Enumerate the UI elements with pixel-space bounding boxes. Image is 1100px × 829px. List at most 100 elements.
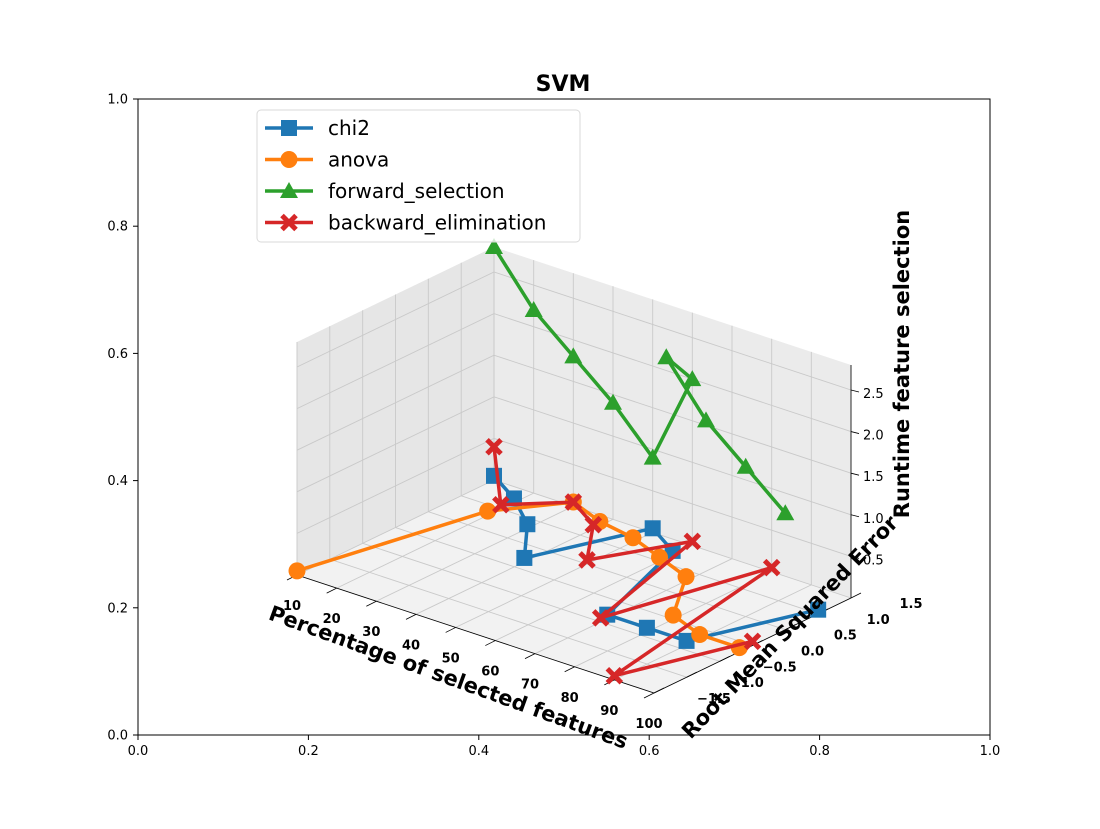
x-tick-label: 60 [481, 665, 499, 680]
outer-x-tick-label: 0.4 [468, 744, 489, 759]
legend-item: chi2 [265, 116, 370, 140]
data-point [479, 502, 497, 520]
data-point [683, 370, 702, 387]
outer-x-tick-label: 1.0 [980, 744, 1001, 759]
y-tick-label: 1.5 [899, 597, 922, 612]
x-tick-label: 30 [362, 625, 380, 640]
series-line [492, 446, 773, 678]
z-tick-label: 2.0 [863, 429, 884, 444]
legend-marker [281, 120, 297, 136]
x-axis-line [296, 574, 655, 694]
z-tick-mark [850, 431, 860, 434]
x-tick-mark [405, 613, 417, 620]
y-gridline [427, 278, 786, 631]
data-point [564, 493, 583, 511]
data-point [736, 457, 755, 474]
z-gridline [296, 396, 852, 516]
z-tick-label: 1.0 [863, 512, 884, 527]
y-tick-label: 0.0 [801, 645, 824, 660]
x-tick-label: 50 [442, 651, 460, 666]
data-point [584, 515, 603, 534]
x-tick-mark [524, 653, 536, 660]
data-point [677, 568, 695, 586]
data-point [624, 529, 642, 547]
outer-axes: 0.0 0.2 0.4 0.6 0.8 1.0 0.0 0.2 0.4 0.6 0.8 1.0 [107, 93, 1000, 760]
z-tick-mark [850, 514, 860, 518]
data-point [644, 520, 661, 537]
data-point [697, 411, 715, 428]
y-tick-label: 0.5 [834, 629, 857, 644]
legend-item: anova [265, 148, 389, 172]
z-axis-label: Runtime feature selection [890, 210, 914, 518]
chart-title: SVM [536, 72, 591, 97]
data-point [691, 626, 709, 644]
legend-item: forward_selection [265, 179, 505, 203]
outer-axes-frame [137, 98, 991, 736]
data-point [288, 562, 306, 580]
data-point [605, 666, 624, 685]
y-tick-mark [653, 687, 665, 694]
z-gridline [296, 437, 852, 557]
outer-y-tick-label: 0.2 [107, 601, 128, 616]
data-point [678, 632, 695, 649]
legend-marker [280, 151, 298, 168]
y-tick-label: −0.5 [763, 660, 797, 675]
data-point [485, 238, 503, 254]
z-gridline [296, 313, 852, 433]
series-line [492, 246, 787, 515]
outer-y-tick-label: 0.0 [107, 729, 128, 744]
z-gridline [296, 354, 852, 474]
legend-items: chi2 anova forward_selection backward_elimi… [265, 116, 546, 235]
legend-label: anova [328, 148, 389, 172]
data-point [651, 548, 668, 566]
series-chi2 [486, 467, 827, 649]
x-tick-mark [485, 640, 496, 646]
data-point [810, 601, 827, 618]
legend-label: chi2 [328, 116, 370, 140]
data-point [591, 609, 610, 627]
z-tick-mark [850, 472, 860, 476]
y-tick-label: 1.0 [867, 613, 890, 628]
data-point [683, 532, 702, 551]
data-point [485, 437, 503, 456]
y-gridline [460, 262, 819, 615]
outer-x-tick-label: 0.0 [128, 744, 149, 759]
x-tick-label: 80 [561, 691, 579, 706]
y-tick-mark [850, 592, 862, 599]
series-layer [288, 238, 827, 685]
series-forward-selection [485, 238, 795, 521]
data-point [524, 301, 543, 317]
y-axis-ticks: −1.5−1.0−0.5 0.0 0.5 1.0 1.5 [653, 592, 923, 707]
x-tick-mark [326, 587, 337, 594]
x-tick-label: 40 [402, 638, 420, 653]
data-point [564, 347, 583, 364]
data-point [643, 448, 662, 465]
legend-marker [280, 213, 298, 232]
z-tick-label: 1.5 [863, 470, 884, 485]
outer-y-tick-label: 1.0 [107, 93, 128, 108]
z-tick-label: 2.5 [863, 387, 884, 402]
z-gridline [296, 271, 852, 391]
x-tick-label: 70 [521, 678, 539, 693]
outer-x-ticks: 0.0 0.2 0.4 0.6 0.8 1.0 [128, 735, 1001, 759]
outer-x-tick-label: 0.2 [298, 744, 319, 759]
legend-label: forward_selection [328, 179, 505, 203]
z-tick-mark [850, 389, 860, 393]
x-tick-mark [445, 627, 456, 633]
legend-item: backward_elimination [265, 211, 546, 235]
outer-x-tick-label: 0.6 [639, 744, 660, 759]
y-tick-mark [785, 624, 796, 631]
series-line [492, 474, 819, 643]
x-tick-label: 10 [283, 599, 301, 614]
z-axis-ticks: 0.5 1.0 1.5 2.0 2.5 [850, 387, 884, 568]
x-axis-ticks: 10 20 30 40 50 60 70 80 90 100 [283, 574, 663, 732]
y-tick-mark [719, 655, 730, 662]
x-tick-mark [643, 692, 655, 699]
series-backward-elimination [485, 437, 781, 685]
outer-y-tick-label: 0.8 [107, 220, 128, 235]
y-gridline [395, 294, 753, 646]
data-point [578, 551, 596, 569]
x-tick-label: 100 [635, 717, 662, 732]
data-point [516, 549, 533, 566]
